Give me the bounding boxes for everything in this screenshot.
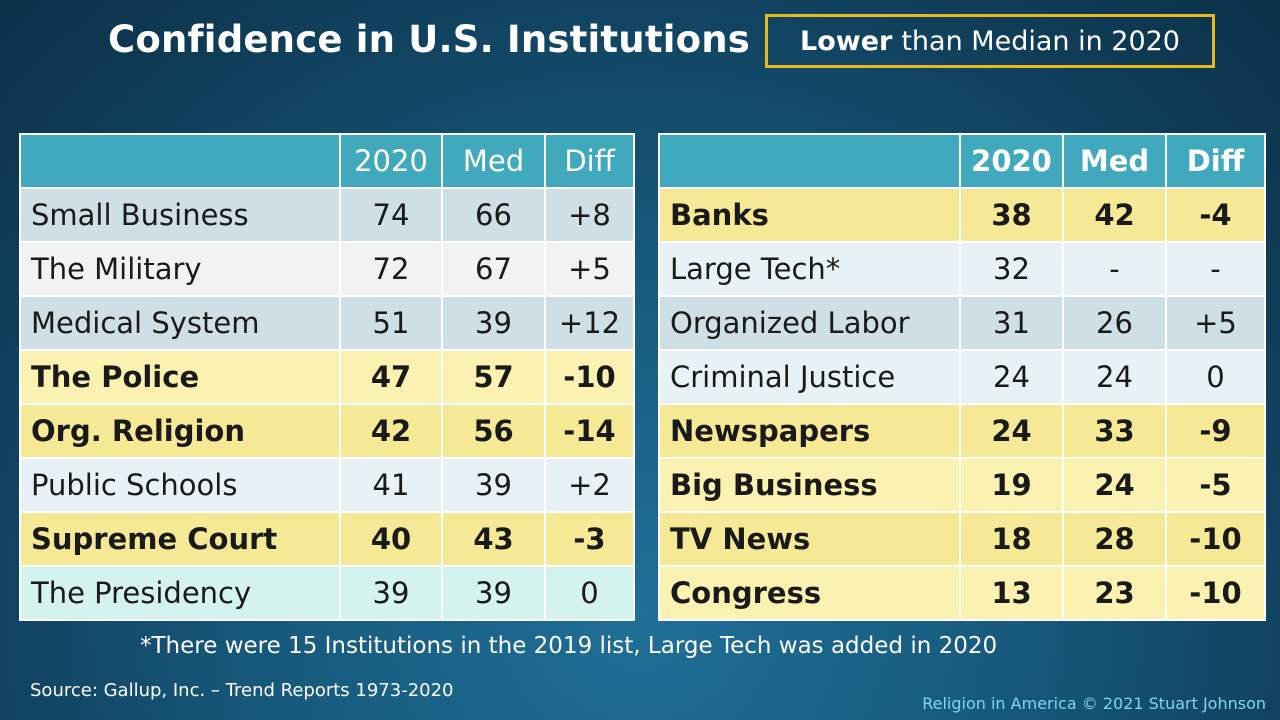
row-diff: -10 [1165, 565, 1266, 621]
row-2020: 24 [959, 349, 1064, 405]
row-2020: 74 [339, 187, 443, 243]
table-row: Big Business 19 24 -5 [658, 457, 1266, 513]
row-name: The Police [19, 349, 341, 405]
source-note: Source: Gallup, Inc. – Trend Reports 197… [30, 680, 454, 701]
row-2020: 13 [959, 565, 1064, 621]
row-med: 42 [1062, 187, 1167, 243]
table-row: Large Tech* 32 - - [658, 241, 1266, 297]
row-name: TV News [658, 511, 961, 567]
subtitle-rest: than Median in 2020 [901, 25, 1180, 57]
row-2020: 41 [339, 457, 443, 513]
row-med: 28 [1062, 511, 1167, 567]
institutions-table-left: 2020 Med Diff Small Business 74 66 +8 Th… [19, 133, 635, 621]
row-med: 56 [441, 403, 546, 459]
table-row: Congress 13 23 -10 [658, 565, 1266, 621]
row-diff: -4 [1165, 187, 1266, 243]
table-row: Organized Labor 31 26 +5 [658, 295, 1266, 351]
row-diff: -3 [544, 511, 635, 567]
table-row: The Police 47 57 -10 [19, 349, 635, 405]
row-2020: 51 [339, 295, 443, 351]
subtitle-box: Lower than Median in 2020 [765, 14, 1215, 68]
row-2020: 38 [959, 187, 1064, 243]
credit-note: Religion in America © 2021 Stuart Johnso… [922, 694, 1266, 713]
row-name: The Military [19, 241, 341, 297]
row-diff: -14 [544, 403, 635, 459]
row-2020: 39 [339, 565, 443, 621]
row-2020: 72 [339, 241, 443, 297]
row-med: 43 [441, 511, 546, 567]
row-2020: 18 [959, 511, 1064, 567]
row-name: Public Schools [19, 457, 341, 513]
subtitle-strong: Lower [800, 25, 893, 57]
row-name: Supreme Court [19, 511, 341, 567]
row-name: Criminal Justice [658, 349, 961, 405]
row-name: Small Business [19, 187, 341, 243]
row-diff: +12 [544, 295, 635, 351]
row-diff: - [1165, 241, 1266, 297]
row-2020: 47 [339, 349, 443, 405]
row-diff: +5 [544, 241, 635, 297]
table-header-row: 2020 Med Diff [658, 133, 1266, 189]
row-med: 39 [441, 457, 546, 513]
row-2020: 24 [959, 403, 1064, 459]
table-row: Newspapers 24 33 -9 [658, 403, 1266, 459]
row-med: 24 [1062, 349, 1167, 405]
header-diff: Diff [1165, 133, 1266, 189]
header-2020: 2020 [339, 133, 443, 189]
row-med: 39 [441, 565, 546, 621]
header-2020: 2020 [959, 133, 1064, 189]
row-med: 24 [1062, 457, 1167, 513]
table-row: Banks 38 42 -4 [658, 187, 1266, 243]
row-diff: -10 [544, 349, 635, 405]
table-row: Small Business 74 66 +8 [19, 187, 635, 243]
institutions-table-right: 2020 Med Diff Banks 38 42 -4 Large Tech*… [658, 133, 1266, 621]
row-diff: +2 [544, 457, 635, 513]
row-diff: 0 [544, 565, 635, 621]
row-diff: -5 [1165, 457, 1266, 513]
row-med: 66 [441, 187, 546, 243]
header-name [658, 133, 961, 189]
row-name: Big Business [658, 457, 961, 513]
row-name: Org. Religion [19, 403, 341, 459]
row-diff: -10 [1165, 511, 1266, 567]
page-title: Confidence in U.S. Institutions [108, 18, 750, 61]
table-row: Public Schools 41 39 +2 [19, 457, 635, 513]
row-name: Newspapers [658, 403, 961, 459]
row-2020: 40 [339, 511, 443, 567]
row-med: 39 [441, 295, 546, 351]
row-med: 33 [1062, 403, 1167, 459]
row-diff: -9 [1165, 403, 1266, 459]
table-row: Criminal Justice 24 24 0 [658, 349, 1266, 405]
table-row: TV News 18 28 -10 [658, 511, 1266, 567]
row-med: 57 [441, 349, 546, 405]
row-name: Congress [658, 565, 961, 621]
header-med: Med [441, 133, 546, 189]
row-name: Banks [658, 187, 961, 243]
table-row: The Military 72 67 +5 [19, 241, 635, 297]
row-2020: 31 [959, 295, 1064, 351]
header-diff: Diff [544, 133, 635, 189]
row-name: Medical System [19, 295, 341, 351]
footnote: *There were 15 Institutions in the 2019 … [140, 633, 998, 659]
table-row: Supreme Court 40 43 -3 [19, 511, 635, 567]
header-name [19, 133, 341, 189]
row-med: 67 [441, 241, 546, 297]
row-diff: +5 [1165, 295, 1266, 351]
table-row: The Presidency 39 39 0 [19, 565, 635, 621]
row-name: Organized Labor [658, 295, 961, 351]
row-med: - [1062, 241, 1167, 297]
row-med: 26 [1062, 295, 1167, 351]
row-diff: 0 [1165, 349, 1266, 405]
row-2020: 19 [959, 457, 1064, 513]
row-med: 23 [1062, 565, 1167, 621]
table-header-row: 2020 Med Diff [19, 133, 635, 189]
row-name: Large Tech* [658, 241, 961, 297]
row-2020: 42 [339, 403, 443, 459]
header-med: Med [1062, 133, 1167, 189]
table-row: Medical System 51 39 +12 [19, 295, 635, 351]
row-2020: 32 [959, 241, 1064, 297]
row-name: The Presidency [19, 565, 341, 621]
row-diff: +8 [544, 187, 635, 243]
table-row: Org. Religion 42 56 -14 [19, 403, 635, 459]
